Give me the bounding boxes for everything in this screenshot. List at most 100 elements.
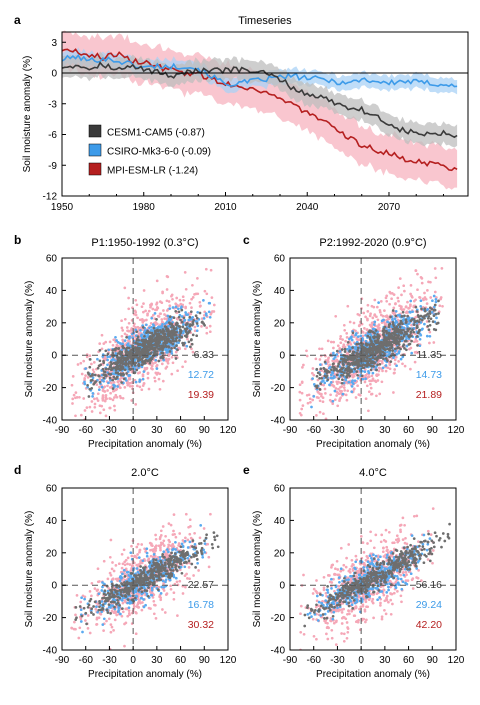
point-scatter_blue [83, 381, 86, 384]
point-scatter_gray [341, 348, 344, 351]
point-scatter_gray [410, 340, 413, 343]
point-scatter_pink [148, 607, 151, 610]
y-tick-label: 0 [51, 351, 57, 362]
point-scatter_gray [163, 346, 166, 349]
point-scatter_gray [416, 310, 419, 313]
point-scatter_gray [326, 371, 329, 374]
point-scatter_pink [134, 311, 137, 314]
point-scatter_pink [307, 402, 310, 405]
point-scatter_gray [116, 376, 119, 379]
point-scatter_pink [182, 299, 185, 302]
point-scatter_gray [352, 331, 355, 334]
x-tick-label: 90 [427, 425, 439, 436]
point-scatter_blue [138, 378, 141, 381]
point-scatter_gray [342, 363, 345, 366]
point-scatter_pink [93, 398, 96, 401]
point-scatter_blue [156, 367, 159, 370]
point-scatter_gray [347, 341, 350, 344]
point-scatter_gray [134, 341, 137, 344]
point-scatter_pink [400, 294, 403, 297]
point-scatter_gray [181, 321, 184, 324]
point-scatter_pink [121, 567, 124, 570]
point-scatter_gray [348, 375, 351, 378]
point-scatter_pink [121, 553, 124, 556]
point-scatter_pink [428, 342, 431, 345]
point-scatter_gray [418, 320, 421, 323]
point-scatter_pink [322, 412, 325, 415]
point-scatter_pink [83, 377, 86, 380]
point-scatter_pink [127, 307, 130, 310]
y-tick-label: 3 [51, 38, 57, 49]
point-scatter_gray [188, 331, 191, 334]
point-scatter_gray [363, 366, 366, 369]
point-scatter_pink [143, 289, 146, 292]
point-scatter_gray [378, 344, 381, 347]
point-scatter_blue [121, 343, 124, 346]
point-scatter_pink [362, 312, 365, 315]
x-tick-label: 30 [151, 425, 163, 436]
point-scatter_pink [353, 375, 356, 378]
y-tick-label: -3 [48, 99, 57, 110]
point-scatter_pink [191, 284, 194, 287]
point-scatter_pink [356, 384, 359, 387]
point-scatter_pink [159, 536, 162, 539]
point-scatter_pink [184, 586, 187, 589]
point-scatter_blue [420, 299, 423, 302]
point-scatter_gray [155, 344, 158, 347]
point-scatter_gray [402, 343, 405, 346]
point-scatter_gray [149, 332, 152, 335]
point-scatter_gray [354, 361, 357, 364]
point-scatter_pink [129, 563, 132, 566]
point-scatter_pink [390, 297, 393, 300]
point-scatter_gray [412, 331, 415, 334]
point-scatter_pink [124, 318, 127, 321]
point-scatter_pink [332, 341, 335, 344]
point-scatter_pink [362, 331, 365, 334]
point-scatter_pink [134, 555, 137, 558]
point-scatter_pink [402, 284, 405, 287]
point-scatter_gray [116, 364, 119, 367]
point-scatter_gray [129, 349, 132, 352]
point-scatter_gray [111, 349, 114, 352]
point-scatter_blue [185, 345, 188, 348]
point-scatter_pink [120, 319, 123, 322]
point-scatter_gray [330, 368, 333, 371]
point-scatter_gray [414, 320, 417, 323]
point-scatter_gray [174, 334, 177, 337]
point-scatter_blue [196, 324, 199, 327]
point-scatter_blue [350, 335, 353, 338]
point-scatter_gray [415, 306, 418, 309]
point-scatter_pink [86, 356, 89, 359]
point-scatter_pink [377, 318, 380, 321]
point-scatter_pink [125, 559, 128, 562]
point-scatter_pink [135, 632, 138, 635]
point-scatter_gray [148, 358, 151, 361]
point-scatter_pink [162, 309, 165, 312]
point-scatter_blue [124, 339, 127, 342]
point-scatter_blue [92, 376, 95, 379]
point-scatter_gray [195, 314, 198, 317]
point-scatter_pink [211, 310, 214, 313]
point-scatter_pink [96, 589, 99, 592]
point-scatter_pink [181, 365, 184, 368]
point-scatter_pink [74, 414, 77, 417]
point-scatter_pink [428, 331, 431, 334]
point-scatter_pink [409, 368, 412, 371]
point-scatter_blue [139, 329, 142, 332]
point-scatter_pink [104, 341, 107, 344]
point-scatter_gray [141, 352, 144, 355]
point-scatter_blue [145, 323, 148, 326]
point-scatter_gray [423, 307, 426, 310]
y-tick-label: 20 [274, 318, 286, 329]
point-scatter_gray [182, 343, 185, 346]
point-scatter_blue [396, 321, 399, 324]
point-scatter_gray [337, 377, 340, 380]
point-scatter_pink [87, 376, 90, 379]
point-scatter_blue [348, 338, 351, 341]
point-scatter_gray [104, 349, 107, 352]
point-scatter_gray [428, 328, 431, 331]
point-scatter_pink [158, 315, 161, 318]
point-scatter_blue [186, 313, 189, 316]
point-scatter_gray [114, 349, 117, 352]
y-axis-label: Soil moisture anomaly (%) [24, 281, 35, 398]
